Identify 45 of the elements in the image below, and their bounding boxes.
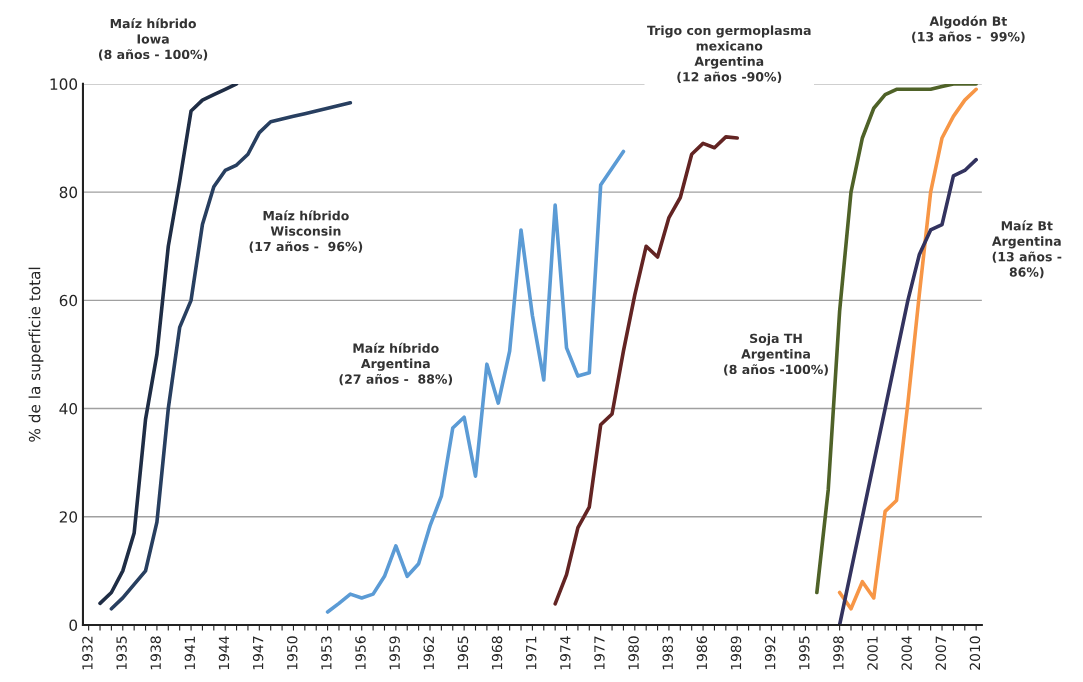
y-tick-label: 40	[59, 403, 78, 415]
x-tick-label: 1998	[833, 636, 844, 670]
text: Maíz híbrido Iowa (8 años - 100%)	[98, 18, 208, 61]
text: Trigo con germoplasma mexicano Argentina (12 años -90%)	[647, 25, 811, 83]
line-series	[837, 87, 978, 611]
x-tick-label: 1953	[321, 636, 332, 670]
x-tick-label: 1959	[389, 636, 400, 670]
x-tick-label: 1938	[150, 636, 161, 670]
x-tick-label: 1947	[252, 636, 264, 670]
x-tick-label: 1995	[799, 636, 810, 670]
line-series	[837, 157, 978, 625]
x-tick-label: 1971	[525, 636, 537, 670]
x-tick-label: 1977	[594, 636, 605, 670]
x-tick-label: 1950	[286, 636, 298, 670]
x-tick-label: 1983	[662, 636, 673, 670]
x-tick-label: 1941	[184, 636, 196, 670]
text: Algodón Bt (13 años - 99%)	[912, 15, 1025, 43]
x-tick-label: 1935	[116, 636, 127, 670]
x-tick-label: 1944	[218, 636, 230, 670]
x-tick-label: 2001	[867, 636, 878, 670]
x-tick-label: 1956	[355, 636, 366, 670]
x-tick-label: 2004	[901, 636, 912, 670]
x-tick-label: 1980	[628, 636, 639, 670]
line-series	[98, 83, 239, 606]
annotation: Maíz híbrido Wisconsin (17 años - 96%)	[249, 210, 363, 253]
text: Maíz Bt Argentina (13 años - 86%)	[991, 220, 1062, 279]
y-tick-label: 60	[59, 294, 78, 307]
x-tick-label: 1989	[730, 636, 742, 670]
x-tick-label: 1932	[82, 636, 93, 670]
y-axis-title: % de la superficie total	[28, 267, 44, 442]
x-tick-label: 2007	[935, 636, 947, 670]
x-tick-label: 1992	[764, 636, 776, 670]
annotation: Soja TH Argentina (8 años -100%)	[724, 333, 828, 376]
y-tick-label: 0	[69, 619, 78, 632]
x-tick-label: 1968	[491, 636, 503, 670]
x-tick-label: 1965	[457, 636, 469, 670]
annotation: Maíz híbrido Argentina (27 años - 88%)	[339, 342, 453, 386]
x-tick-label: 1974	[560, 636, 571, 670]
line-series	[553, 135, 740, 606]
x-tick-label: 2010	[969, 636, 981, 670]
x-tick-label: 1986	[696, 636, 708, 670]
y-tick-label: 80	[59, 186, 78, 199]
y-tick-label: 20	[59, 511, 78, 523]
y-tick-label: 100	[50, 78, 78, 90]
x-tick-label: 1962	[423, 636, 435, 670]
